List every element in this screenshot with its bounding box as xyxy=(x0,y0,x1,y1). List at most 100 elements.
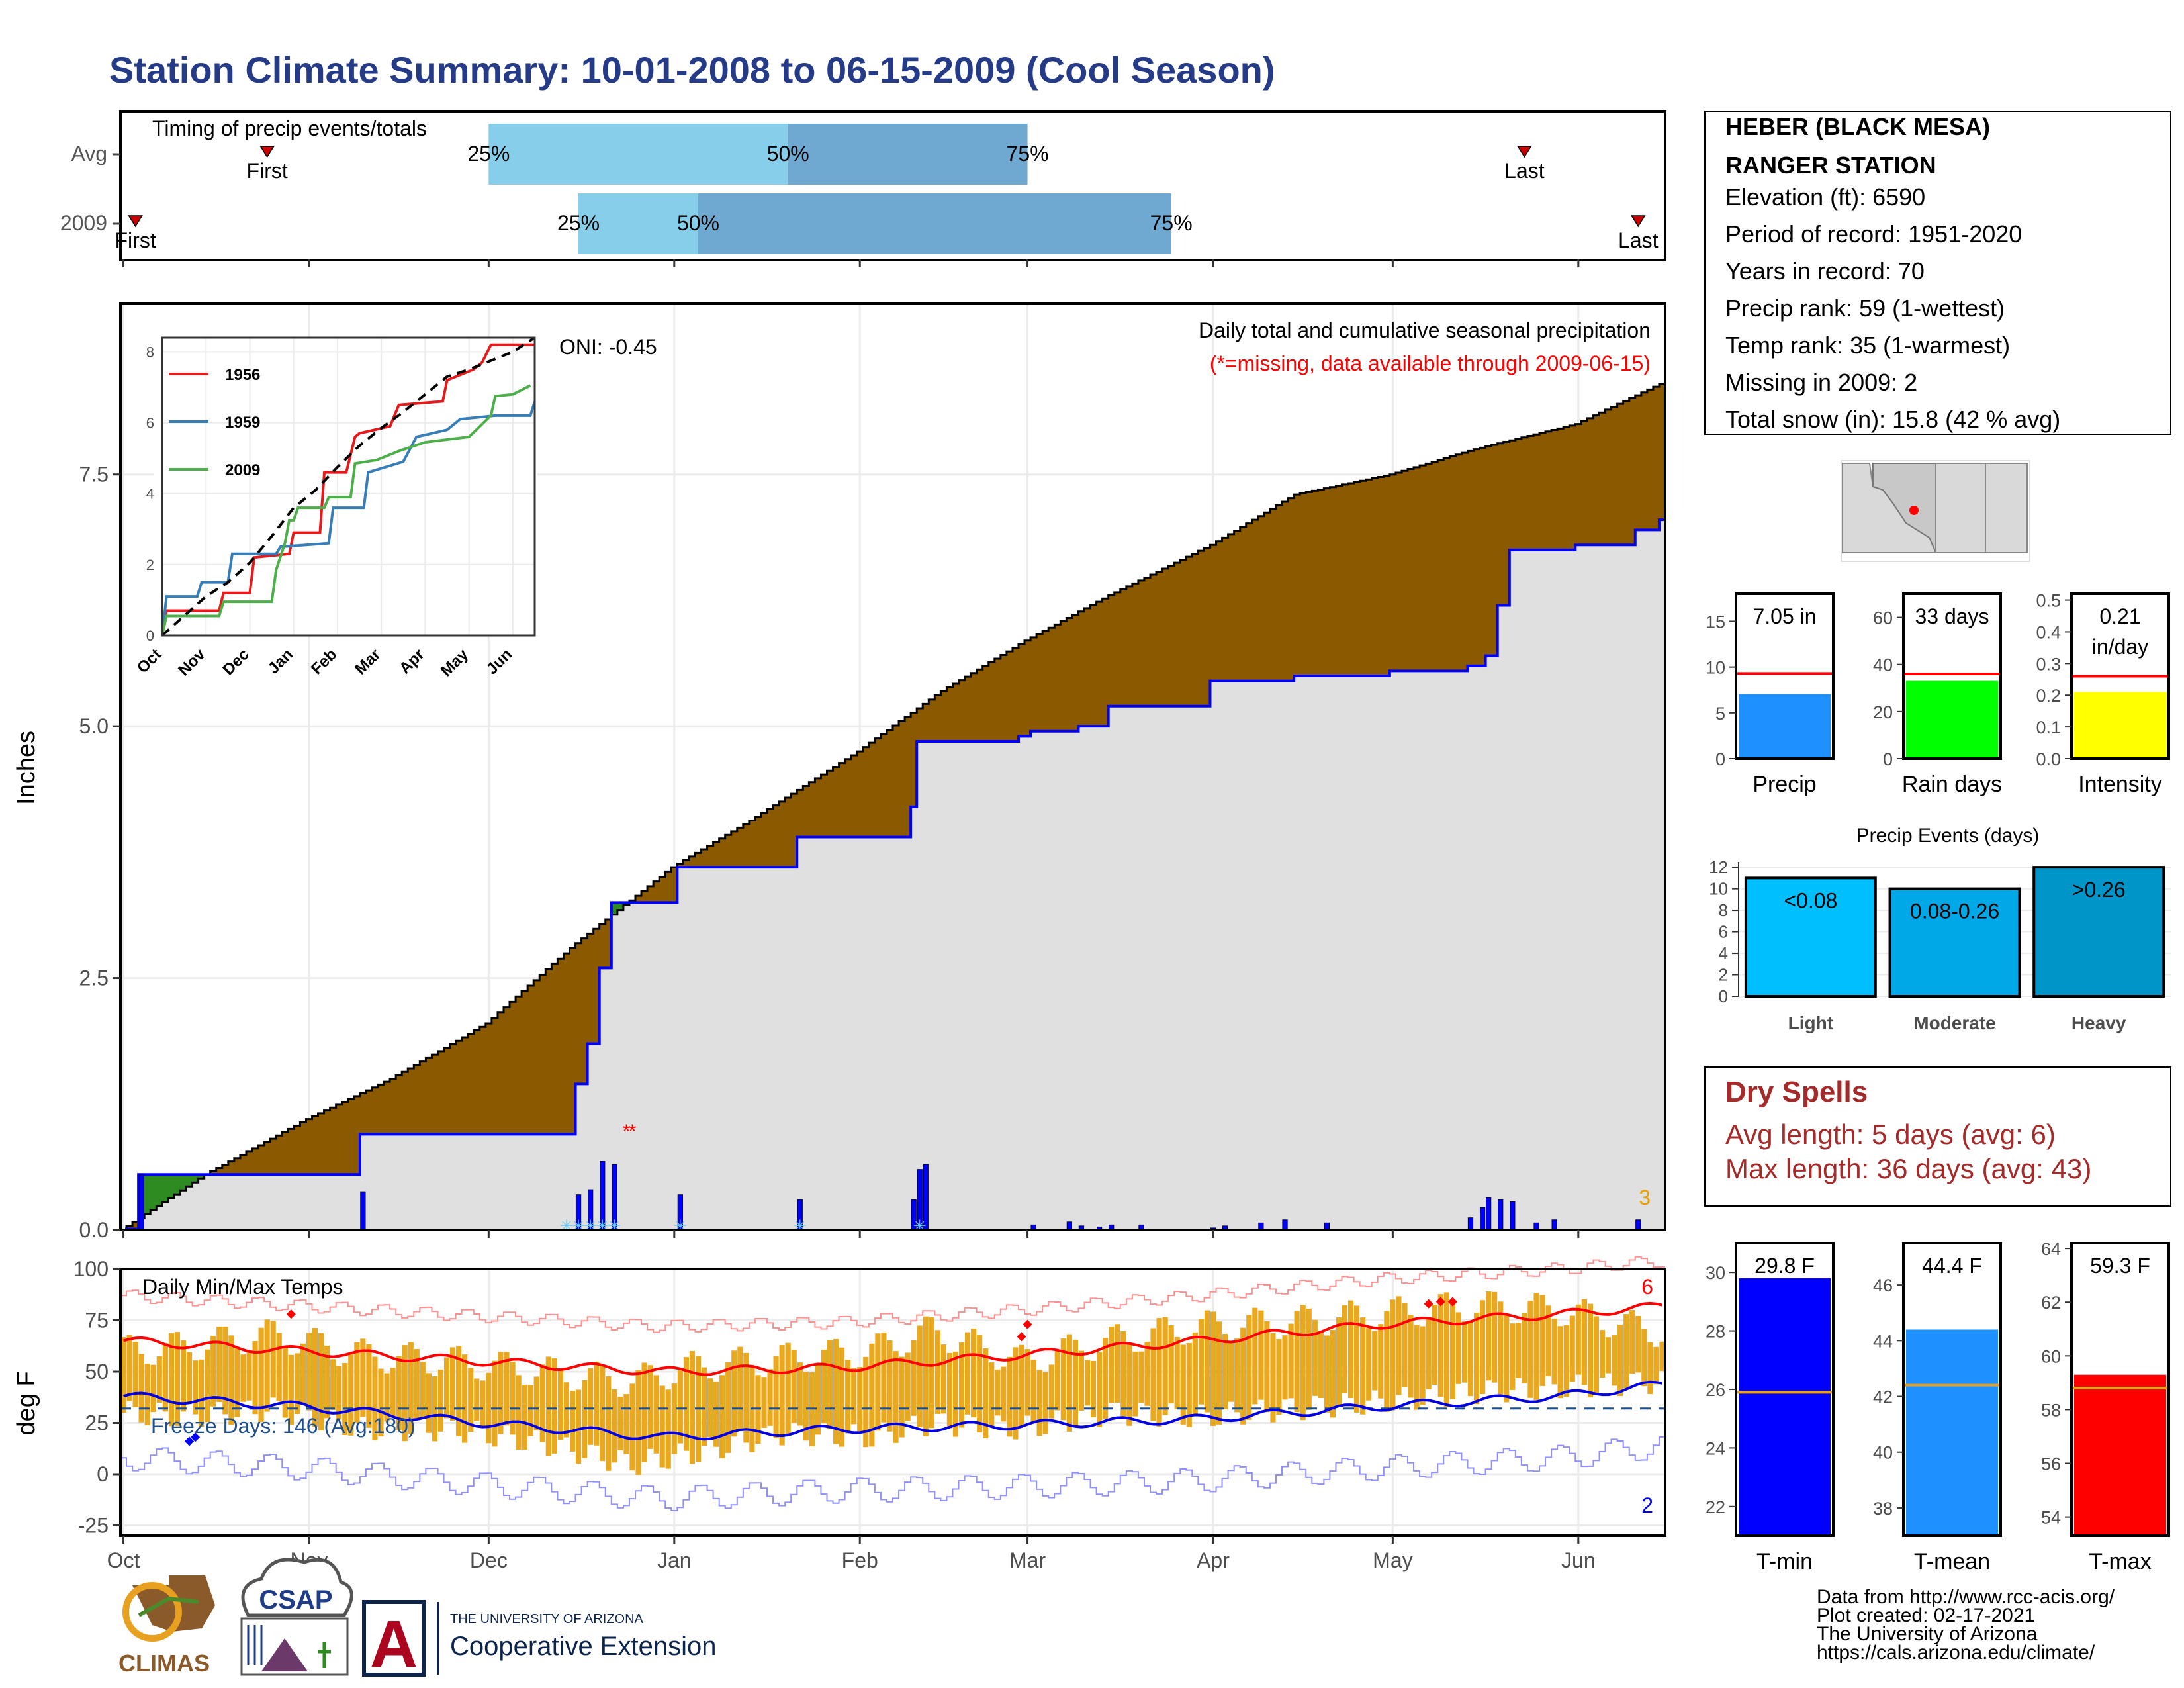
station-name-line1: HEBER (BLACK MESA) xyxy=(1725,113,1990,140)
temp-daily-bar xyxy=(1318,1331,1324,1398)
mini-y-tick-label: 10 xyxy=(1706,658,1725,678)
timing-bar-50-75 xyxy=(698,193,1171,254)
temp-daily-bar xyxy=(1258,1310,1264,1400)
temp-daily-bar xyxy=(1617,1325,1623,1396)
timing-quantile-label: 25% xyxy=(467,142,510,165)
precip-events-panel: Precip Events (days) <0.08 Light 0.08-0.26… xyxy=(1709,825,2171,1033)
temp-daily-bar xyxy=(600,1364,606,1462)
temp-daily-bar xyxy=(851,1368,857,1425)
precip-events-title: Precip Events (days) xyxy=(1856,825,2040,847)
temp-daily-bar xyxy=(1623,1314,1629,1389)
temp-daily-bar xyxy=(1443,1292,1449,1407)
station-snow: Total snow (in): 15.8 (42 % avg) xyxy=(1725,406,2060,433)
temp-daily-bar xyxy=(270,1321,276,1398)
temp-daily-bar xyxy=(1024,1349,1030,1416)
temp-daily-bar xyxy=(246,1352,252,1401)
ua-university-text: THE UNIVERSITY OF ARIZONA xyxy=(450,1612,644,1626)
temp-daily-bar xyxy=(258,1327,264,1423)
inset-legend-label: 2009 xyxy=(225,461,260,479)
temps-x-tick-label: Jun xyxy=(1561,1548,1596,1572)
temp-daily-bar xyxy=(641,1362,647,1462)
csap-logo-box xyxy=(240,1617,349,1676)
temps-chart-title: Daily Min/Max Temps xyxy=(142,1275,343,1299)
inset-series-line xyxy=(161,400,536,636)
dry-spells-max: Max length: 36 days (avg: 43) xyxy=(1725,1153,2091,1184)
temp-daily-bar xyxy=(761,1377,767,1428)
temp-daily-bar xyxy=(174,1332,181,1426)
temp-daily-bar xyxy=(1312,1319,1318,1396)
temp-daily-bar xyxy=(917,1325,923,1427)
ua-coop-extension-text: Cooperative Extension xyxy=(450,1632,716,1661)
snow-day-icon: ✳ xyxy=(674,1217,687,1235)
events-y-tick-label: 10 xyxy=(1709,879,1728,899)
temp-daily-bar xyxy=(432,1376,438,1442)
temp-daily-bar xyxy=(588,1368,594,1445)
temp-daily-bar xyxy=(575,1389,582,1464)
temp-daily-bar xyxy=(360,1338,366,1417)
mini-category-label: Precip xyxy=(1752,772,1816,797)
station-info-box: HEBER (BLACK MESA) RANGER STATION Elevat… xyxy=(1704,111,2171,435)
temp-daily-bar xyxy=(324,1345,330,1419)
timing-frame xyxy=(119,110,1666,261)
ua-logo: A THE UNIVERSITY OF ARIZONA Cooperative … xyxy=(362,1600,716,1681)
mini-y-tick-label: 42 xyxy=(1873,1387,1893,1407)
temp-daily-bar xyxy=(1498,1301,1504,1397)
missing-day-icon: * xyxy=(629,1121,637,1143)
temp-daily-bar xyxy=(977,1335,983,1433)
timing-marker-icon xyxy=(259,146,275,158)
temp-daily-bar xyxy=(414,1348,420,1420)
temp-daily-bar xyxy=(1240,1327,1246,1425)
temp-daily-bar xyxy=(719,1375,725,1458)
temp-daily-bar xyxy=(1360,1317,1366,1415)
temp-daily-bar xyxy=(689,1351,696,1464)
temp-daily-bar xyxy=(569,1391,576,1452)
record-low-count: 2 xyxy=(1641,1493,1653,1517)
precip-daily-bar xyxy=(1479,1207,1486,1231)
temp-daily-bar xyxy=(1030,1360,1036,1423)
temp-daily-bar xyxy=(522,1384,527,1450)
temp-daily-bar xyxy=(1144,1342,1150,1406)
timing-bar-25-50 xyxy=(578,193,698,254)
temp-daily-bar xyxy=(1054,1350,1060,1411)
temp-daily-bar xyxy=(252,1341,258,1415)
temps-frame xyxy=(119,1268,1666,1537)
temp-daily-bar xyxy=(1396,1296,1402,1395)
temp-daily-bar xyxy=(1342,1305,1348,1393)
temp-daily-bar xyxy=(1480,1300,1486,1395)
temp-daily-bar xyxy=(545,1356,551,1456)
climas-logo-shape xyxy=(132,1575,215,1632)
climas-logo-text: CLIMAS xyxy=(118,1650,210,1677)
temp-daily-bar xyxy=(1132,1351,1138,1417)
temp-daily-bar xyxy=(1569,1315,1575,1382)
temp-daily-bar xyxy=(1222,1334,1228,1409)
mini-value-bar xyxy=(2074,692,2166,759)
temp-daily-bar xyxy=(773,1356,779,1439)
precip-chart-subtitle: (*=missing, data available through 2009-… xyxy=(1210,352,1651,375)
temp-daily-bar xyxy=(952,1351,959,1437)
dry-spells-avg: Avg length: 5 days (avg: 6) xyxy=(1725,1119,2056,1150)
temp-daily-bar xyxy=(282,1346,288,1418)
temp-daily-bar xyxy=(1126,1342,1132,1426)
temps-x-tick-label: Dec xyxy=(470,1548,508,1572)
snow-day-icon: ✳ xyxy=(584,1217,597,1235)
temp-daily-bar xyxy=(713,1382,719,1447)
inset-y-tick-label: 0 xyxy=(146,628,154,644)
temp-daily-bar xyxy=(132,1341,138,1407)
temp-daily-bar xyxy=(510,1362,516,1435)
temp-daily-bar xyxy=(629,1383,635,1471)
temp-daily-bar xyxy=(312,1327,318,1427)
temp-daily-bar xyxy=(330,1359,336,1410)
mini-y-tick-label: 22 xyxy=(1706,1497,1725,1517)
mini-y-tick-label: 28 xyxy=(1706,1322,1725,1342)
mini-frame xyxy=(1735,592,1835,760)
temp-daily-bar xyxy=(893,1351,899,1443)
temp-daily-bar xyxy=(1437,1294,1443,1397)
temp-daily-bar xyxy=(474,1378,480,1421)
temp-daily-bar xyxy=(186,1352,193,1405)
timing-quantile-label: 50% xyxy=(767,142,809,165)
event-bar xyxy=(1888,887,2021,998)
snow-day-icon: ✳ xyxy=(913,1217,927,1235)
temp-daily-bar xyxy=(1641,1329,1647,1387)
